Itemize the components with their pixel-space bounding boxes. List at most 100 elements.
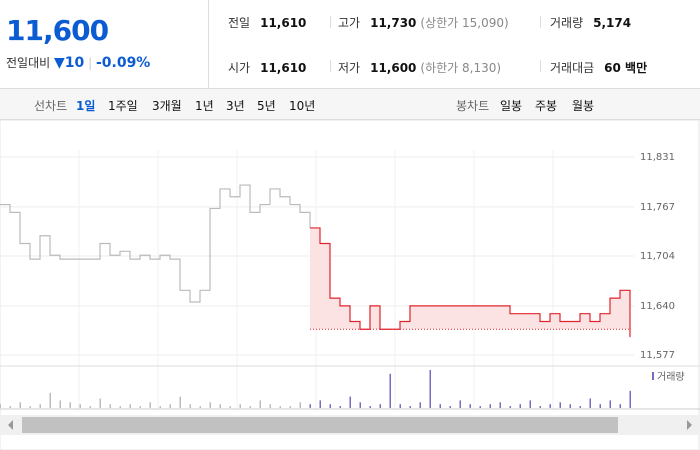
legend-label: 거래량 <box>657 371 685 383</box>
volume-bar <box>539 406 541 408</box>
volume-bar <box>59 400 61 408</box>
scroll-left[interactable] <box>8 420 13 430</box>
tab[interactable]: 주봉 <box>535 99 558 113</box>
volume-bar <box>199 406 201 408</box>
area <box>310 227 630 338</box>
volume-bar <box>409 406 411 408</box>
volume-bar <box>389 373 391 408</box>
volume-bar <box>629 390 631 408</box>
volume-bar <box>599 404 601 408</box>
change-rate: -0.09% <box>95 55 151 71</box>
tab[interactable]: 1일 <box>76 99 96 113</box>
price-line <box>310 227 631 338</box>
tab[interactable]: 1주일 <box>108 99 138 113</box>
item-label: 거래량 <box>550 16 584 30</box>
volume-bar <box>609 400 611 408</box>
item-value: 11,610 <box>260 16 307 30</box>
volume-bar <box>299 402 301 408</box>
tab[interactable]: 10년 <box>289 99 316 113</box>
volume-bar <box>169 404 171 408</box>
y-tick-label: 11,577 <box>640 350 675 361</box>
volume-bar <box>489 404 491 408</box>
scroll-thumb[interactable] <box>22 417 618 433</box>
tab[interactable]: 3개월 <box>152 99 182 113</box>
price: 11,600 <box>6 14 109 47</box>
volume-bar <box>589 398 591 408</box>
change-amount: ▼10 <box>54 55 85 71</box>
volume-bar <box>89 406 91 408</box>
volume-bar <box>559 402 561 408</box>
volume-bar <box>29 406 31 408</box>
tab[interactable]: 1년 <box>195 99 214 113</box>
volume-bar <box>119 406 121 408</box>
volume-bar <box>99 398 101 408</box>
volume-bar <box>0 404 1 408</box>
volume-bar <box>469 404 471 408</box>
quote-item: 고가 11,730 (상한가 15,090) <box>338 14 509 31</box>
price-line <box>0 184 311 303</box>
volume-bar <box>39 404 41 408</box>
volume-bar <box>139 406 141 408</box>
y-tick-label: 11,704 <box>640 251 675 262</box>
item-label: 전일 <box>228 16 251 30</box>
volume-bar <box>499 402 501 408</box>
quote-item: 거래대금 60 백만 <box>550 59 647 76</box>
volume-bar <box>569 404 571 408</box>
volume-bar <box>339 406 341 408</box>
volume-bar <box>549 404 551 408</box>
volume-bar <box>379 404 381 408</box>
y-tick-label: 11,767 <box>640 202 675 213</box>
volume-bar <box>419 402 421 408</box>
volume-bar <box>279 406 281 408</box>
volume-bar <box>249 406 251 408</box>
item-value: 60 백만 <box>604 61 648 75</box>
tab[interactable]: 월봉 <box>572 99 595 113</box>
divider <box>540 60 541 72</box>
volume-bar <box>429 370 431 408</box>
volume-bar <box>109 404 111 408</box>
volume-bar <box>49 392 51 408</box>
volume-bar <box>529 400 531 408</box>
volume-bar <box>189 404 191 408</box>
scroll-right[interactable] <box>687 420 692 430</box>
volume-bar <box>359 402 361 408</box>
volume-bar <box>269 404 271 408</box>
item-label: 시가 <box>228 61 251 75</box>
tab[interactable]: 3년 <box>226 99 245 113</box>
volume-bar <box>509 406 511 408</box>
item-label: 고가 <box>338 16 361 30</box>
legend-swatch <box>652 372 654 380</box>
volume-bar <box>179 396 181 408</box>
tab[interactable]: 일봉 <box>500 99 523 113</box>
quote-item: 전일 11,610 <box>228 14 306 31</box>
tab[interactable]: 5년 <box>257 99 276 113</box>
volume-bar <box>9 406 11 408</box>
volume-bar <box>159 406 161 408</box>
volume-bar <box>259 400 261 408</box>
item-value: 11,730 <box>370 16 417 30</box>
volume-bar <box>19 402 21 408</box>
quote-item: 저가 11,600 (하한가 8,130) <box>338 59 501 76</box>
volume-bar <box>309 404 311 408</box>
y-tick-label: 11,831 <box>640 152 675 163</box>
volume-bar <box>209 402 211 408</box>
volume-bar <box>69 402 71 408</box>
item-value: 5,174 <box>593 16 632 30</box>
volume-bar <box>459 400 461 408</box>
volume-bar <box>129 404 131 408</box>
volume-bar <box>579 406 581 408</box>
volume-bar <box>449 406 451 408</box>
tab-group-label: 봉차트 <box>456 99 490 113</box>
volume-bar <box>619 404 621 408</box>
change: 전일대비 ▼10 | -0.09% <box>6 55 151 71</box>
tab-bar: 선차트 1일 1주일 3개월 1년 3년 5년 10년 봉차트 일봉 주봉 월봉 <box>0 89 700 120</box>
item-label: 저가 <box>338 61 361 75</box>
volume-bar <box>479 406 481 408</box>
volume-bar <box>439 404 441 408</box>
item-value: 11,600 <box>370 61 417 75</box>
volume-bar <box>79 404 81 408</box>
divider <box>540 16 541 28</box>
divider <box>330 16 331 28</box>
divider <box>330 60 331 72</box>
